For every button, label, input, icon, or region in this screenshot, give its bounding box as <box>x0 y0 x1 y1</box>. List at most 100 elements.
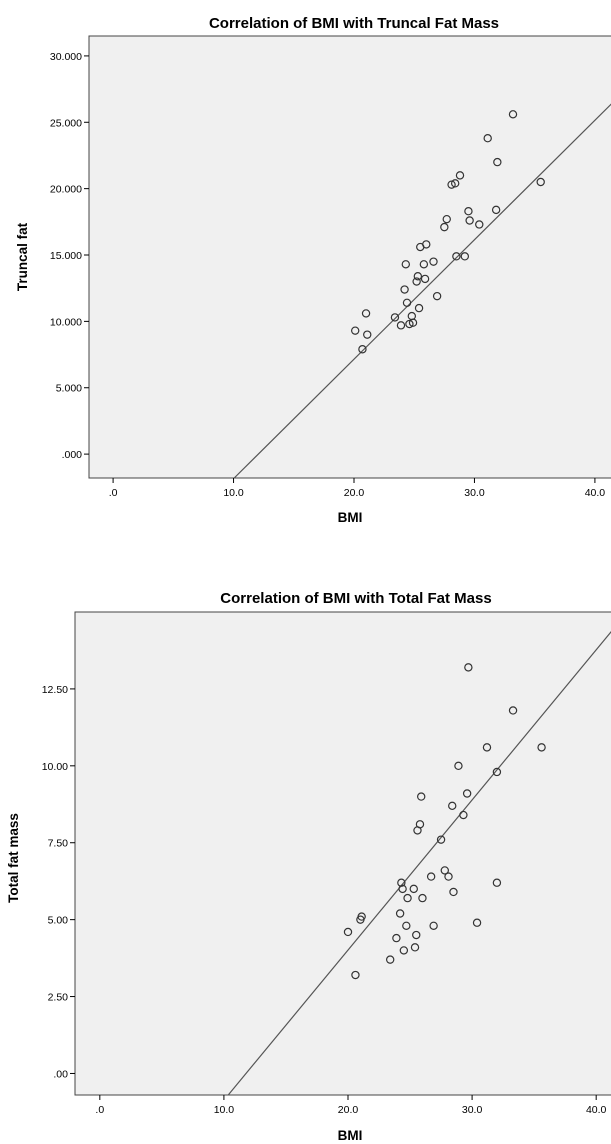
data-point <box>392 933 401 943</box>
plot-area <box>74 611 611 1096</box>
data-point <box>385 955 395 964</box>
y-tick-label: 12.50 <box>42 684 68 696</box>
data-point <box>412 277 421 286</box>
fit-line <box>233 103 611 479</box>
data-point <box>357 912 366 921</box>
axis-ticks: .0 10.0 20.0 30.0 40.0 .00 2.50 5.00 7.50 10.00 12… <box>42 684 607 1116</box>
x-tick-label: 30.0 <box>464 487 485 499</box>
y-tick-label: 15.000 <box>50 250 82 262</box>
fit-line-group <box>227 630 611 1096</box>
data-point <box>444 872 453 881</box>
y-tick-label: 10.000 <box>50 316 82 328</box>
fit-line-group <box>233 103 611 479</box>
data-point <box>413 272 423 281</box>
y-tick-label: 5.00 <box>48 915 69 927</box>
data-point <box>401 260 410 269</box>
data-point <box>536 177 545 187</box>
data-point <box>472 918 482 927</box>
data-point <box>440 866 449 875</box>
data-point <box>459 810 468 820</box>
data-point <box>537 743 546 752</box>
y-axis-label: Total fat mass <box>6 813 21 903</box>
data-point <box>464 663 473 672</box>
data-point <box>508 706 518 715</box>
data-point <box>412 930 421 940</box>
data-point <box>492 767 502 777</box>
data-point <box>400 285 409 294</box>
data-point <box>358 345 367 354</box>
data-point <box>351 326 360 335</box>
data-point <box>414 303 424 313</box>
plot-area <box>88 35 611 479</box>
x-tick-label: .0 <box>95 1104 104 1116</box>
data-point <box>429 921 438 930</box>
data-point <box>405 319 414 329</box>
data-point <box>492 878 502 887</box>
x-tick-label: 10.0 <box>223 487 244 499</box>
x-tick-label: 20.0 <box>338 1104 359 1116</box>
data-point <box>363 330 372 339</box>
data-point <box>396 321 406 330</box>
data-point <box>408 318 418 327</box>
data-point <box>426 872 436 881</box>
y-tick-label: 30.000 <box>50 51 82 63</box>
fit-line <box>227 630 611 1096</box>
data-point <box>409 884 418 894</box>
total-fat-chart: Correlation of BMI with Total Fat Mass .… <box>6 590 611 1143</box>
x-tick-label: 20.0 <box>344 487 365 499</box>
data-point <box>351 970 360 980</box>
data-point <box>399 946 409 955</box>
data-point <box>415 820 425 829</box>
data-point <box>442 214 451 224</box>
data-point <box>482 743 492 752</box>
data-point <box>418 893 427 903</box>
data-point <box>420 274 430 284</box>
data-point <box>491 205 501 215</box>
data-point <box>450 179 460 188</box>
chart-title: Correlation of BMI with Total Fat Mass <box>220 590 491 607</box>
data-point <box>475 220 484 229</box>
data-point <box>447 180 456 189</box>
y-tick-label: .00 <box>53 1068 68 1080</box>
axis-ticks: .0 10.0 20.0 30.0 40.0 .000 5.000 10.000 15.000 2… <box>50 51 605 499</box>
y-tick-label: 7.50 <box>48 838 69 850</box>
x-tick-label: .0 <box>109 487 118 499</box>
y-tick-label: 5.000 <box>56 383 82 395</box>
data-point <box>429 257 438 266</box>
x-tick-label: 10.0 <box>214 1104 235 1116</box>
data-point <box>440 222 449 232</box>
y-tick-label: 20.000 <box>50 184 82 196</box>
x-tick-label: 40.0 <box>585 487 606 499</box>
data-point <box>402 921 411 930</box>
data-point <box>419 260 429 269</box>
data-point <box>483 134 492 143</box>
data-point <box>508 110 518 119</box>
x-axis-label: BMI <box>338 1128 363 1143</box>
y-axis-label: Truncal fat <box>15 222 30 291</box>
data-point <box>417 792 426 801</box>
data-point <box>403 893 412 903</box>
data-point <box>343 927 353 937</box>
truncal-fat-chart: Correlation of BMI with Truncal Fat Mass… <box>15 15 611 525</box>
data-point <box>493 157 502 167</box>
data-points <box>351 110 545 354</box>
x-tick-label: 30.0 <box>462 1104 483 1116</box>
data-point <box>395 909 405 918</box>
data-point <box>361 309 371 318</box>
data-point <box>432 291 442 301</box>
data-point <box>410 943 420 952</box>
data-point <box>452 252 461 261</box>
y-tick-label: 25.000 <box>50 117 82 129</box>
data-point <box>462 789 472 798</box>
x-tick-label: 40.0 <box>586 1104 607 1116</box>
x-axis-label: BMI <box>338 510 363 525</box>
data-point <box>397 878 406 887</box>
data-point <box>390 313 400 322</box>
data-point <box>398 884 407 894</box>
data-point <box>402 298 412 307</box>
data-point <box>422 240 431 249</box>
y-tick-label: 2.50 <box>48 992 69 1004</box>
y-tick-label: .000 <box>62 449 83 461</box>
data-point <box>454 761 463 771</box>
